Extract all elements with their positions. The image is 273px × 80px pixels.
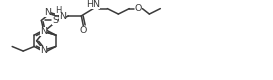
- Text: N: N: [40, 27, 48, 36]
- Text: O: O: [135, 4, 142, 13]
- Text: O: O: [80, 26, 87, 35]
- Text: H: H: [55, 6, 61, 16]
- Text: N: N: [40, 46, 48, 54]
- Text: N: N: [59, 12, 66, 21]
- Text: N: N: [44, 8, 51, 17]
- Text: S: S: [52, 16, 58, 25]
- Text: HN: HN: [86, 0, 100, 9]
